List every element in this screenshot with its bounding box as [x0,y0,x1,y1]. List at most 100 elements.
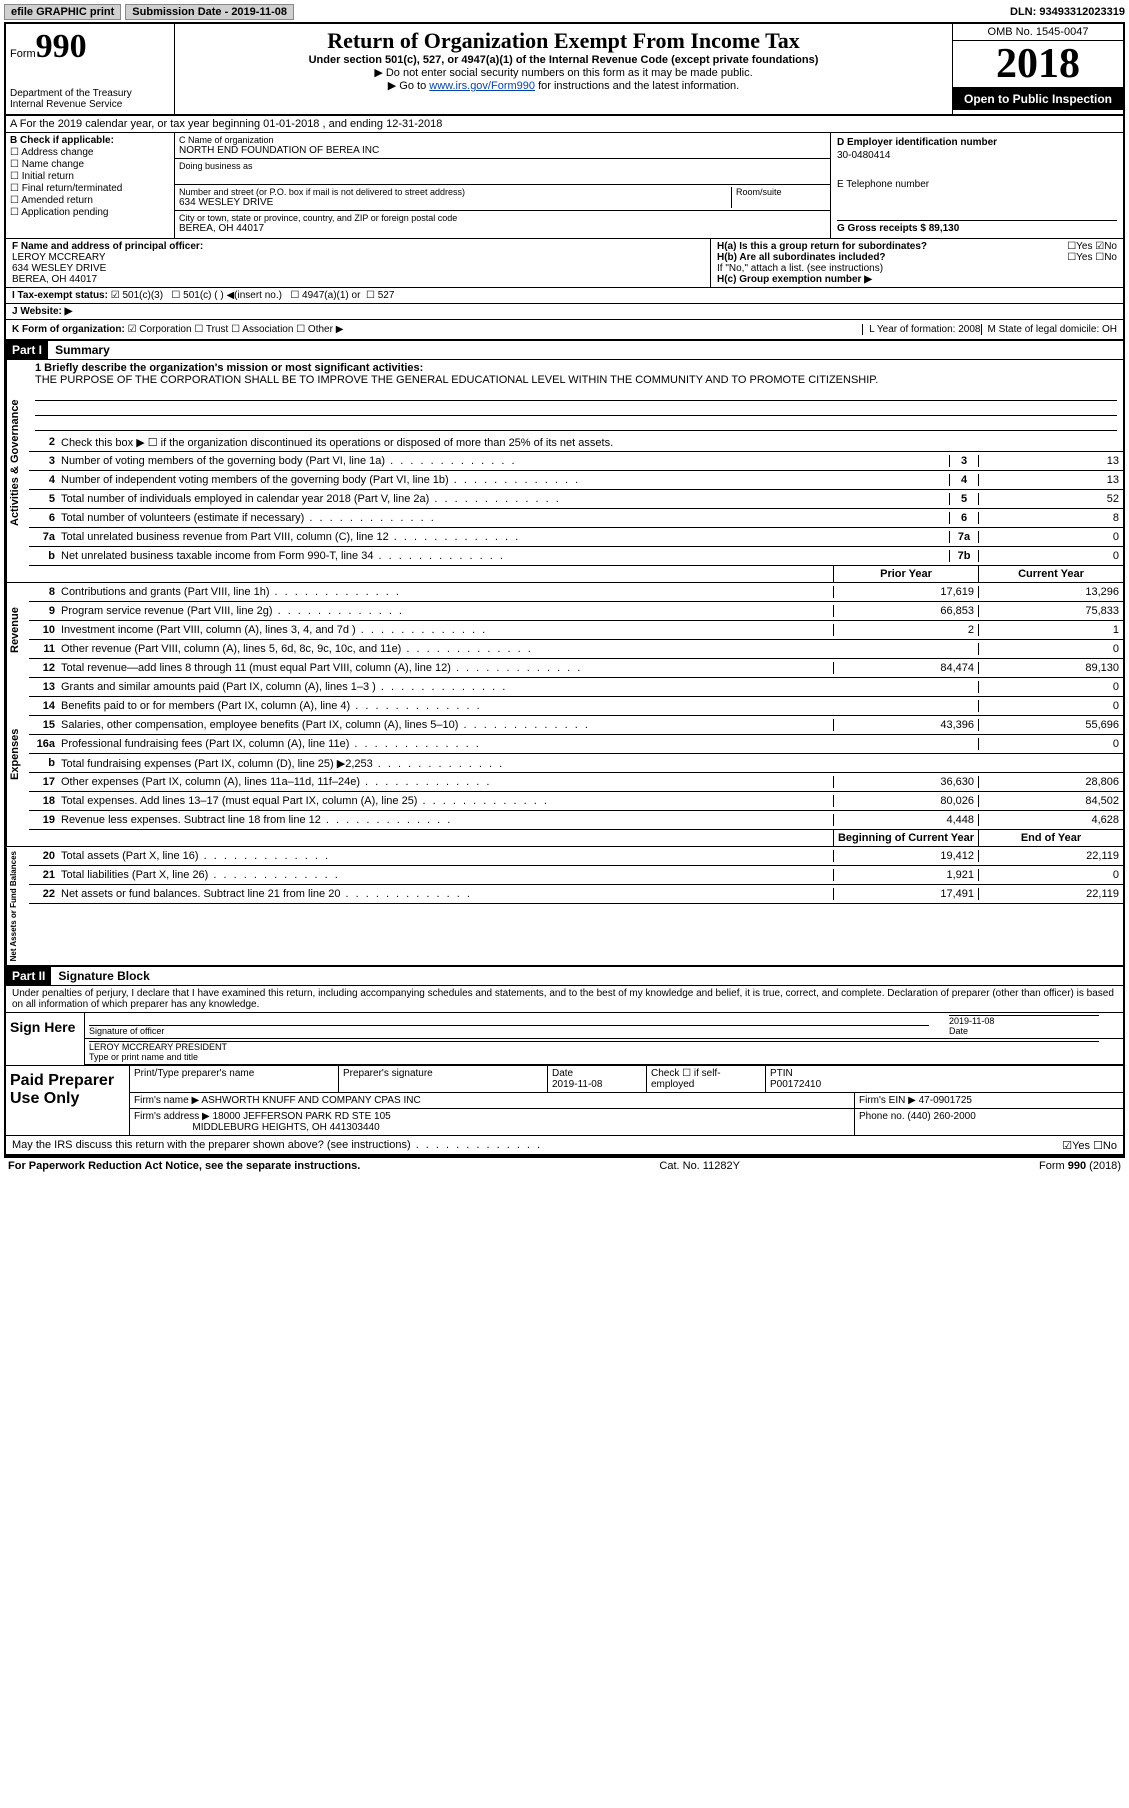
line-b: b Total fundraising expenses (Part IX, c… [29,754,1123,773]
footer-year: 2018 [1093,1160,1117,1172]
opt-501c3[interactable]: ☑ 501(c)(3) [111,290,163,301]
part1-header-row: Part I Summary [6,341,1123,360]
line-14: 14 Benefits paid to or for members (Part… [29,697,1123,716]
line-18: 18 Total expenses. Add lines 13–17 (must… [29,792,1123,811]
addr-cell: Number and street (or P.O. box if mail i… [175,185,830,211]
opt-4947[interactable]: ☐ 4947(a)(1) or [290,290,360,301]
form-org-opts[interactable]: ☑ Corporation ☐ Trust ☐ Association ☐ Ot… [128,324,344,335]
line-11: 11 Other revenue (Part VIII, column (A),… [29,640,1123,659]
efile-label[interactable]: efile GRAPHIC print [4,4,121,20]
chk-amended[interactable]: ☐ Amended return [10,195,170,206]
dept-label: Department of the Treasury Internal Reve… [10,88,170,110]
line-13: 13 Grants and similar amounts paid (Part… [29,678,1123,697]
paid-label: Paid Preparer Use Only [6,1066,130,1135]
tax-status-label: I Tax-exempt status: [12,290,108,301]
org-city: BEREA, OH 44017 [179,223,826,234]
sig-date: 2019-11-08 [949,1016,994,1026]
gov-line-b: b Net unrelated business taxable income … [29,547,1123,566]
ein-value: 30-0480414 [837,150,1117,161]
tax-year: 2018 [953,41,1123,88]
website-label: J Website: ▶ [12,306,72,317]
officer-addr1: 634 WESLEY DRIVE [12,263,106,274]
part2-header-row: Part II Signature Block [6,967,1123,986]
gov-line-3: 3 Number of voting members of the govern… [29,452,1123,471]
hb-ans[interactable]: ☐Yes ☐No [1067,252,1117,263]
mission-block: 1 Briefly describe the organization's mi… [29,360,1123,433]
addr-label: Number and street (or P.O. box if mail i… [179,187,731,197]
note-ssn: ▶ Do not enter social security numbers o… [181,66,946,79]
firm-ein-label: Firm's EIN ▶ [859,1095,916,1106]
revenue-section: Revenue 8 Contributions and grants (Part… [6,583,1123,678]
omb-number: OMB No. 1545-0047 [953,24,1123,41]
ha-ans[interactable]: ☐Yes ☑No [1067,241,1117,252]
irs-link[interactable]: www.irs.gov/Form990 [429,80,535,92]
net-assets-section: Net Assets or Fund Balances 20 Total ass… [6,847,1123,967]
self-emp[interactable]: Check ☐ if self-employed [647,1066,766,1092]
officer-label: F Name and address of principal officer: [12,241,203,252]
firm-ein: 47-0901725 [919,1095,972,1106]
note2-post: for instructions and the latest informat… [535,80,739,92]
phone-label: Phone no. [859,1111,905,1122]
mission-text: THE PURPOSE OF THE CORPORATION SHALL BE … [35,374,878,386]
note-link: ▶ Go to www.irs.gov/Form990 for instruct… [181,79,946,92]
year-formation: L Year of formation: 2008 [862,324,980,335]
vlabel-rev: Revenue [6,583,29,678]
ha-label: H(a) Is this a group return for subordin… [717,241,927,252]
part1-badge: Part I [6,341,48,359]
discuss-ans[interactable]: ☑Yes ☐No [977,1139,1123,1152]
current-year-hdr: Current Year [978,566,1123,582]
line-15: 15 Salaries, other compensation, employe… [29,716,1123,735]
chk-pending[interactable]: ☐ Application pending [10,207,170,218]
row-k: K Form of organization: ☑ Corporation ☐ … [6,320,1123,341]
sig-name-label: Type or print name and title [89,1052,198,1062]
sig-name: LEROY MCCREARY PRESIDENT [89,1042,227,1052]
opt-527[interactable]: ☐ 527 [366,290,394,301]
part2-badge: Part II [6,967,51,985]
vlabel-net: Net Assets or Fund Balances [6,847,29,965]
opt-501c[interactable]: ☐ 501(c) ( ) ◀(insert no.) [171,290,282,301]
org-name: NORTH END FOUNDATION OF BEREA INC [179,145,826,156]
vlabel-exp: Expenses [6,678,29,830]
part2-title: Signature Block [54,967,153,985]
line-12: 12 Total revenue—add lines 8 through 11 … [29,659,1123,678]
line-17: 17 Other expenses (Part IX, column (A), … [29,773,1123,792]
page-footer: For Paperwork Reduction Act Notice, see … [4,1158,1125,1174]
header-center: Return of Organization Exempt From Incom… [175,24,952,114]
footer-left: For Paperwork Reduction Act Notice, see … [8,1160,360,1172]
ptin-hdr: PTIN [770,1068,793,1079]
firm-addr1: 18000 JEFFERSON PARK RD STE 105 [213,1111,391,1122]
end-year-hdr: End of Year [978,830,1123,846]
footer-right: Form 990 (2018) [1039,1160,1121,1172]
dba-label: Doing business as [179,161,826,171]
line-16a: 16a Professional fundraising fees (Part … [29,735,1123,754]
row-j: J Website: ▶ [6,304,1123,320]
prep-sig-hdr: Preparer's signature [339,1066,548,1092]
chk-name[interactable]: ☐ Name change [10,159,170,170]
chk-initial[interactable]: ☐ Initial return [10,171,170,182]
declaration: Under penalties of perjury, I declare th… [6,986,1123,1012]
hb-label: H(b) Are all subordinates included? [717,252,886,263]
org-name-cell: C Name of organization NORTH END FOUNDAT… [175,133,830,159]
activities-governance: Activities & Governance 1 Briefly descri… [6,360,1123,566]
firm-addr-label: Firm's address ▶ [134,1111,210,1122]
org-addr: 634 WESLEY DRIVE [179,197,731,208]
phone: (440) 260-2000 [907,1111,975,1122]
py-cy-header: Prior Year Current Year [6,566,1123,583]
org-name-label: C Name of organization [179,135,826,145]
signature-block: Under penalties of perjury, I declare th… [6,986,1123,1066]
chk-final[interactable]: ☐ Final return/terminated [10,183,170,194]
col-d: D Employer identification number 30-0480… [831,133,1123,238]
dln: DLN: 93493312023319 [1010,6,1125,18]
ptin: P00172410 [770,1079,821,1090]
dba-cell: Doing business as [175,159,830,185]
form-title: Return of Organization Exempt From Incom… [181,28,946,54]
form-prefix: Form [10,48,36,60]
state-domicile: M State of legal domicile: OH [981,324,1118,335]
firm-addr2: MIDDLEBURG HEIGHTS, OH 441303440 [192,1122,379,1133]
chk-addr[interactable]: ☐ Address change [10,147,170,158]
h-block: H(a) Is this a group return for subordin… [711,239,1123,287]
gov-line-4: 4 Number of independent voting members o… [29,471,1123,490]
col-b-title: B Check if applicable: [10,135,114,146]
header-left: Form990 Department of the Treasury Inter… [6,24,175,114]
firm-name-label: Firm's name ▶ [134,1095,199,1106]
